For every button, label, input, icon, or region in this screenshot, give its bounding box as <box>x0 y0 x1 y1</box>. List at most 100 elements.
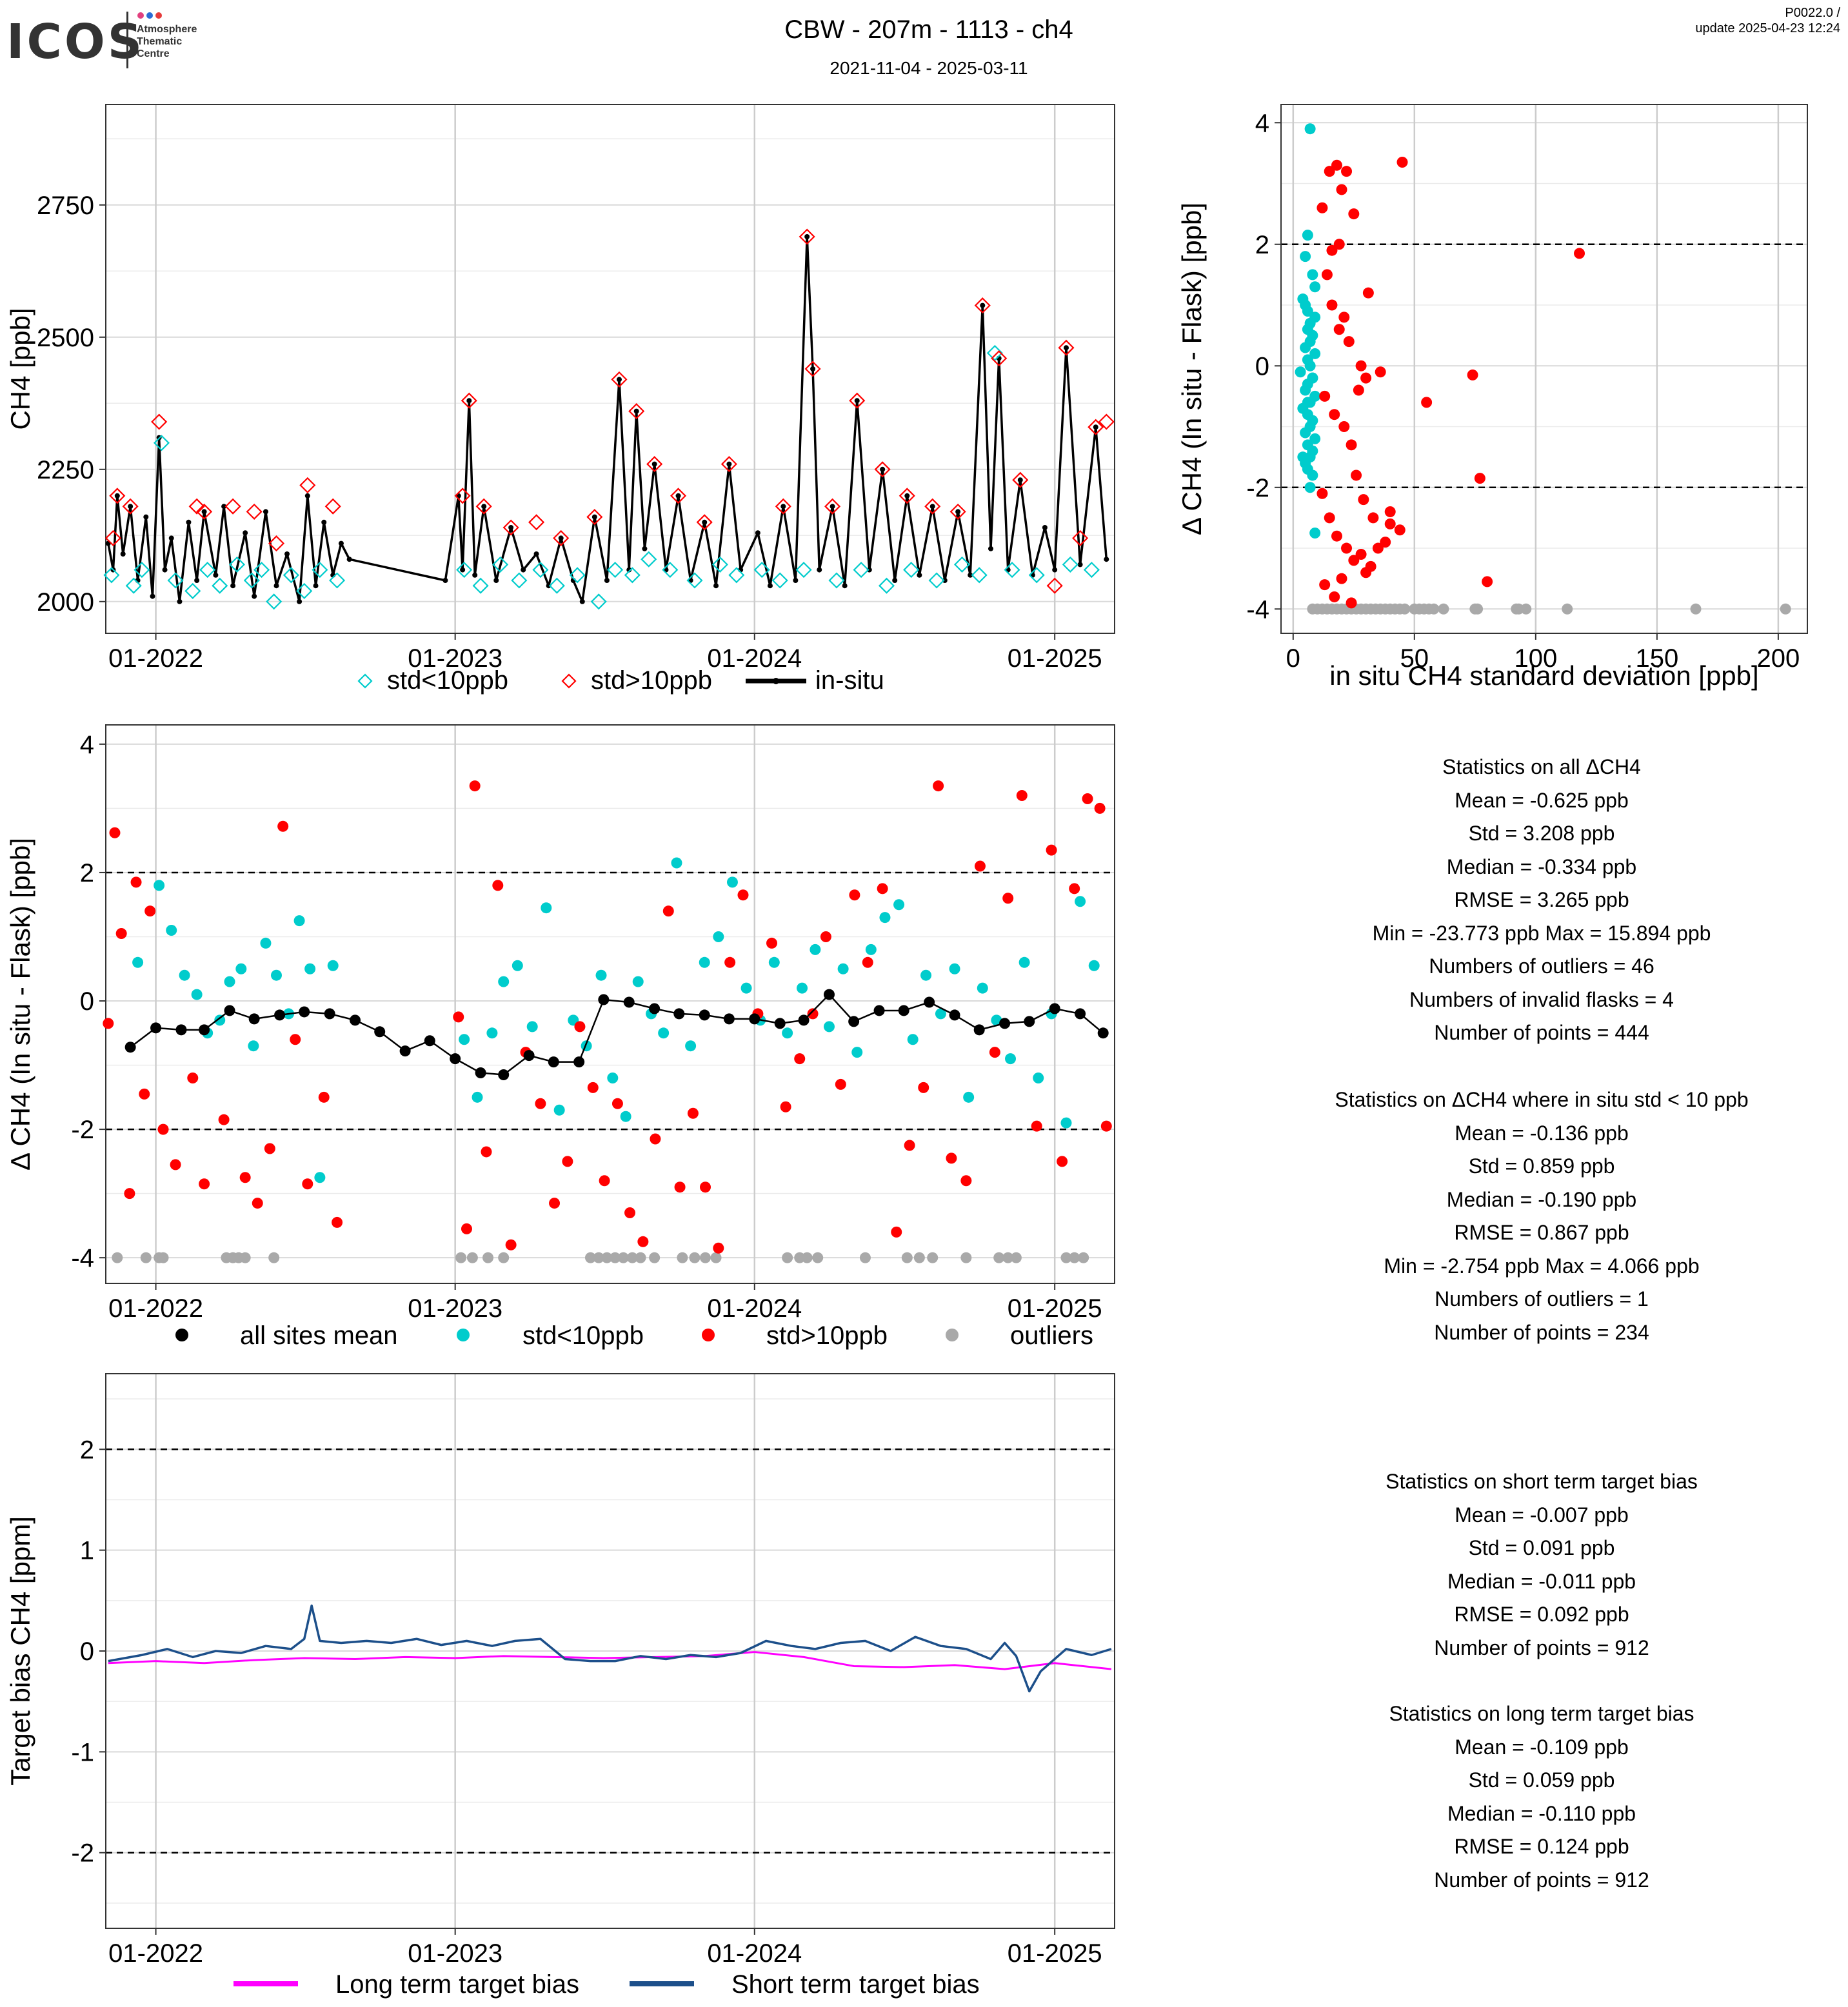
std-high-marker <box>1072 529 1089 546</box>
delta-point-outliers <box>112 1252 123 1263</box>
mean-point <box>374 1026 386 1038</box>
scatter-point-std10ppb <box>1300 427 1311 439</box>
scatter-point-std10ppb <box>1355 360 1367 371</box>
delta-point-std10ppb <box>595 969 607 981</box>
delta-point-std10ppb <box>492 880 504 891</box>
delta-point-outliers <box>689 1252 700 1263</box>
std-low-marker <box>329 572 346 589</box>
std-high-marker <box>628 403 645 420</box>
std-low-marker <box>548 577 565 594</box>
std-high-marker <box>324 498 341 515</box>
stats-std10: Statistics on ΔCH4 where in situ std < 1… <box>1264 1083 1819 1349</box>
delta-point-std10ppb <box>650 1133 661 1145</box>
delta-point-outliers <box>455 1252 467 1263</box>
std-high-marker <box>824 498 841 515</box>
std-low-marker <box>971 567 988 584</box>
insitu-point <box>533 551 539 557</box>
scatter-point-std10ppb <box>1362 287 1374 299</box>
insitu-point <box>1063 345 1069 351</box>
delta-point-outliers <box>1010 1252 1022 1263</box>
std-low-marker <box>771 572 788 589</box>
insitu-point <box>892 578 898 583</box>
delta-point-std10ppb <box>191 989 203 1000</box>
scatter-point-std10ppb <box>1302 324 1313 335</box>
std-high-marker <box>646 456 663 473</box>
logo-subtitle: Atmosphere Thematic Centre <box>137 23 197 60</box>
x-tick-label: 01-2025 <box>1008 1939 1102 1968</box>
x-tick-label: 01-2022 <box>108 644 203 673</box>
mean-line <box>130 993 1104 1076</box>
scatter-point-std10ppb <box>1341 542 1353 554</box>
chart-target_bias: -2 -1 0 1 2 01-2022 01-2023 01-2024 01-2025 Targe… <box>5 1373 1115 1968</box>
legend-key-std-low <box>457 1329 470 1341</box>
delta-point-std10ppb <box>713 931 724 942</box>
scatter-point-std10ppb <box>1338 311 1350 323</box>
x-tick-label: 100 <box>1514 644 1557 673</box>
y-tick-label: -4 <box>71 1244 94 1272</box>
insitu-point <box>702 519 708 525</box>
insitu-point <box>767 583 773 589</box>
scatter-point-std10ppb <box>1300 251 1311 262</box>
stats-line: Number of points = 912 <box>1434 1868 1649 1892</box>
insitu-point <box>604 578 610 583</box>
scatter-point-std10ppb <box>1482 576 1493 588</box>
logo-wordmark: ICOS <box>6 14 145 70</box>
delta-point-std10ppb <box>187 1072 199 1083</box>
y-tick-label: -2 <box>1246 474 1269 502</box>
scatter-point-std10ppb <box>1365 560 1376 572</box>
mean-point <box>475 1067 486 1079</box>
scatter-point-std10ppb <box>1384 518 1396 529</box>
delta-point-std10ppb <box>154 880 165 891</box>
y-tick-label: 2 <box>80 859 94 887</box>
stats-all: Statistics on all ΔCH4 Mean = -0.625 ppb… <box>1264 751 1819 1050</box>
scatter-point-std10ppb <box>1333 239 1345 250</box>
delta-point-std10ppb <box>541 902 552 914</box>
delta-point-std10ppb <box>637 1236 649 1247</box>
delta-point-outliers <box>239 1252 251 1263</box>
mean-point <box>598 994 610 1005</box>
marks <box>103 780 1112 1263</box>
delta-point-std10ppb <box>1057 1156 1068 1167</box>
scatter-point-std10ppb <box>1302 397 1313 408</box>
logo-dots-icon <box>137 12 162 19</box>
y-tick-label: 2000 <box>37 588 94 617</box>
mean-point <box>175 1024 187 1036</box>
std-high-marker <box>991 350 1008 367</box>
std-high-marker <box>528 514 545 531</box>
std-low-marker <box>903 562 920 578</box>
stats-line: Number of points = 444 <box>1434 1021 1649 1044</box>
x-tick-label: 200 <box>1757 644 1800 673</box>
delta-point-std10ppb <box>302 1178 313 1190</box>
std-high-marker <box>849 392 866 409</box>
scatter-point-std10ppb <box>1309 527 1321 539</box>
scatter-point-outliers <box>1520 603 1532 615</box>
insitu-point <box>263 509 268 515</box>
std-low-marker <box>641 551 657 568</box>
std-high-marker <box>899 488 915 504</box>
scatter-point-std10ppb <box>1346 597 1357 609</box>
delta-point-outliers <box>610 1252 621 1263</box>
stats-line: Mean = -0.136 ppb <box>1455 1121 1629 1145</box>
scatter-point-std10ppb <box>1375 366 1386 378</box>
insitu-point <box>579 598 585 604</box>
y-tick-label: -2 <box>71 1116 94 1144</box>
scatter-point-std10ppb <box>1348 208 1360 220</box>
delta-point-std10ppb <box>611 1098 623 1109</box>
delta-point-outliers <box>1060 1252 1072 1263</box>
insitu-point <box>493 578 499 583</box>
std-low-marker <box>928 572 945 589</box>
delta-point-std10ppb <box>332 1216 343 1228</box>
insitu-point <box>942 578 948 583</box>
std-high-marker <box>670 488 687 504</box>
version-info: P0022.0 / update 2025-04-23 12:24 <box>1695 5 1840 36</box>
delta-point-outliers <box>593 1252 604 1263</box>
insitu-point <box>642 546 648 551</box>
delta-point-outliers <box>782 1252 793 1263</box>
delta-point-std10ppb <box>740 982 752 994</box>
delta-point-outliers <box>268 1252 280 1263</box>
y-axis-label: CH4 [ppb] <box>5 308 35 430</box>
stats-std10-title: Statistics on ΔCH4 where in situ std < 1… <box>1335 1088 1749 1111</box>
delta-point-std10ppb <box>935 1008 946 1020</box>
mean-point <box>873 1005 885 1016</box>
scatter-point-std10ppb <box>1300 299 1311 311</box>
